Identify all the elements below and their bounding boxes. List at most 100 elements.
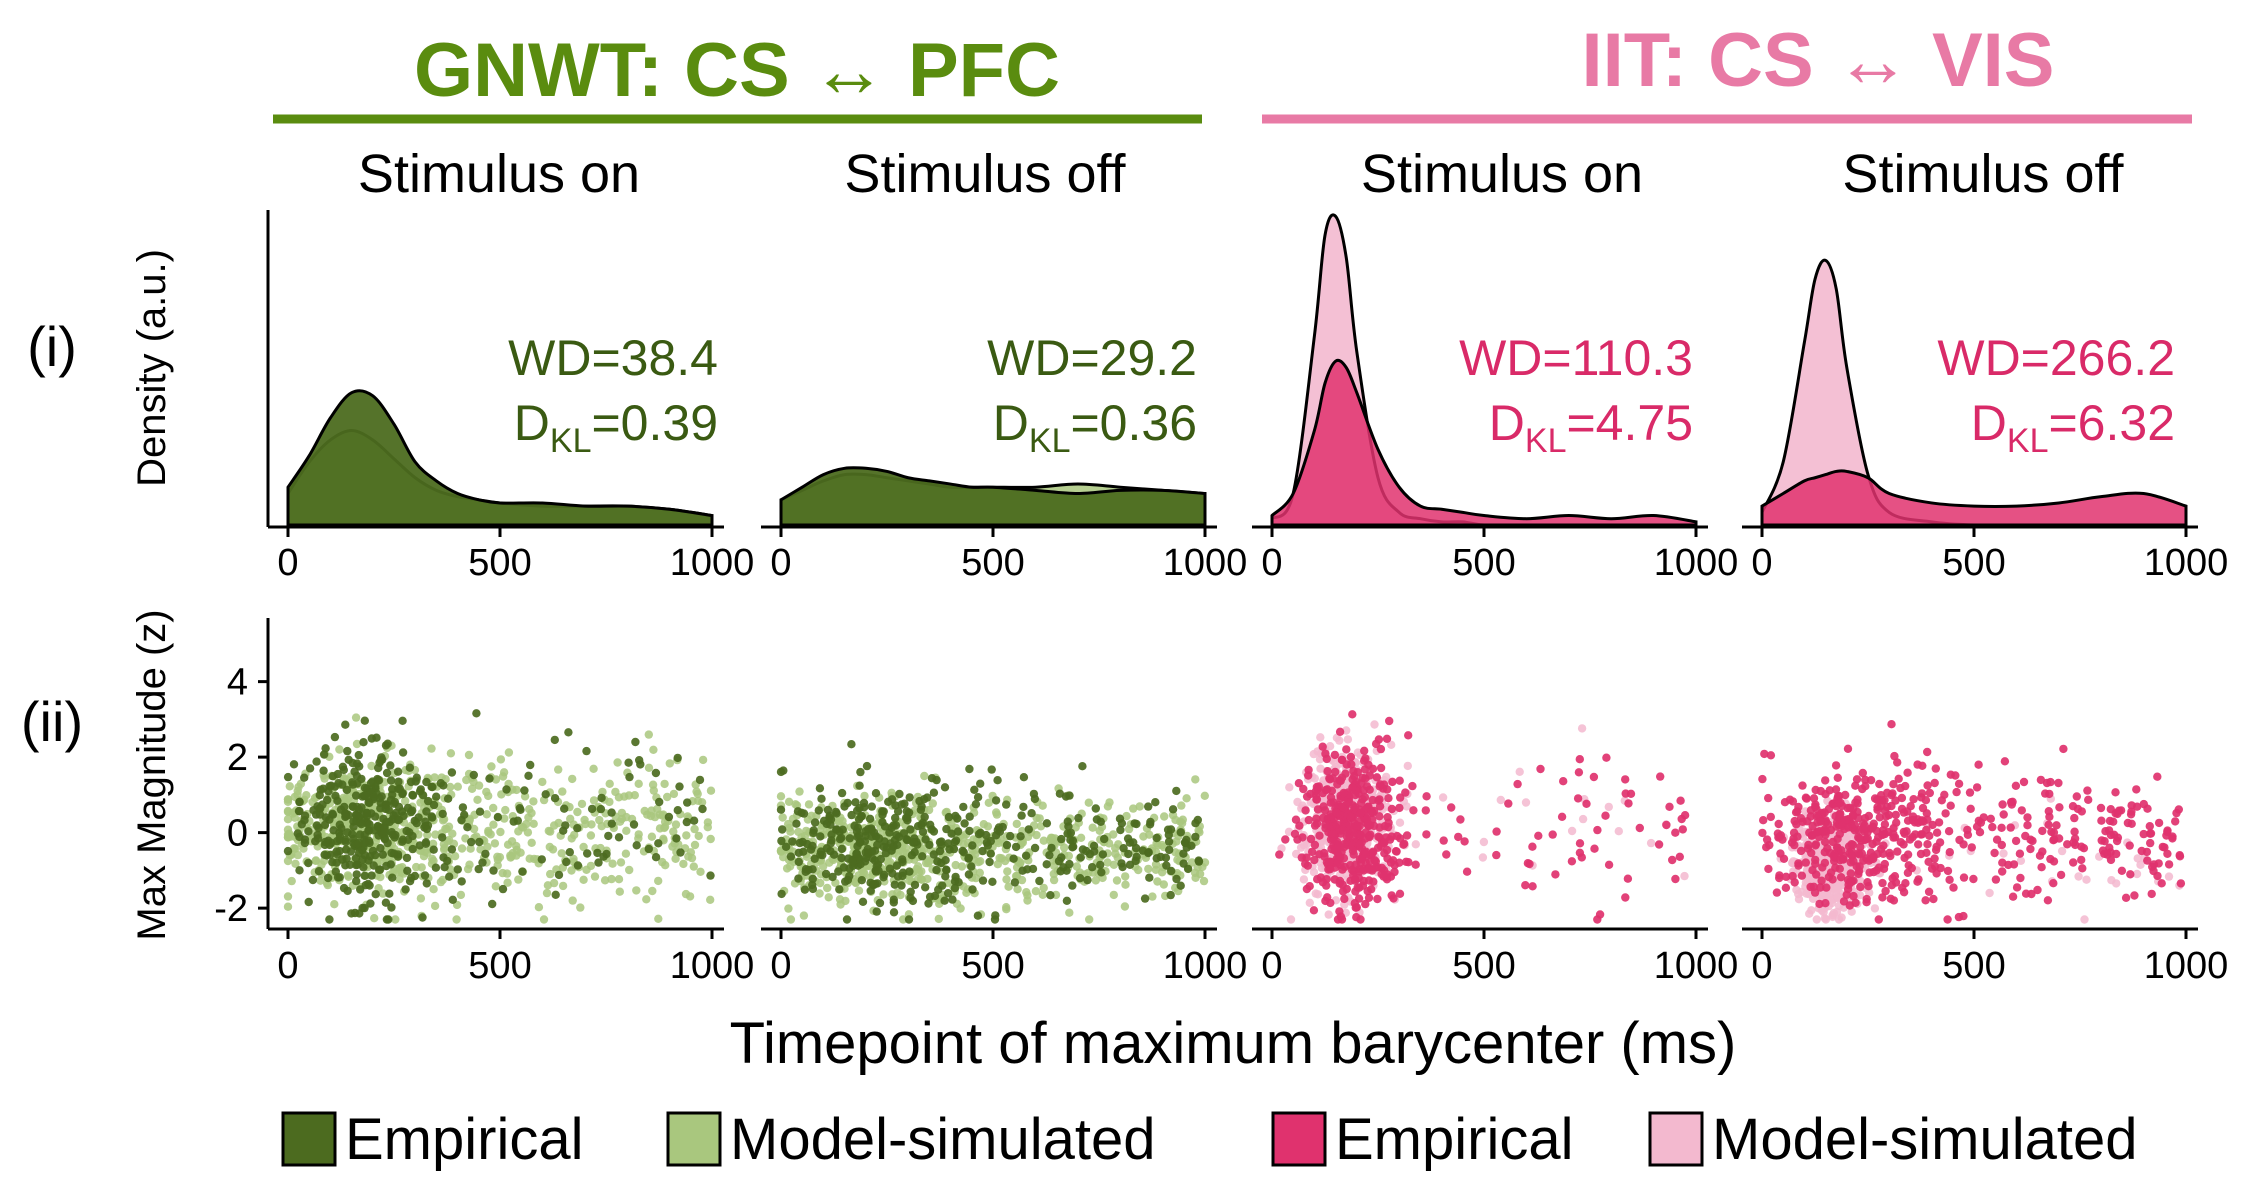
scatter-point-empirical: [1327, 857, 1336, 867]
scatter-point-model: [1313, 890, 1323, 899]
scatter-point-model: [1111, 849, 1120, 858]
scatter-point-model: [669, 827, 678, 836]
scatter-point-model: [804, 800, 814, 809]
scatter-point-empirical: [382, 915, 392, 924]
scatter-point-empirical: [1764, 793, 1773, 803]
scatter-point-empirical: [1124, 849, 1133, 859]
scatter-point-model: [1807, 906, 1816, 915]
scatter-point-empirical: [2132, 785, 2141, 794]
scatter-point-empirical: [573, 861, 583, 870]
scatter-point-model: [518, 823, 528, 832]
scatter-point-empirical: [1352, 913, 1361, 922]
scatter-point-empirical: [325, 815, 334, 824]
legend-label-iit-model: Model-simulated: [1712, 1107, 2138, 1172]
scatter-point-empirical: [1312, 795, 1321, 804]
scatter-point-model: [1112, 876, 1122, 885]
scatter-point-empirical: [604, 831, 613, 841]
scatter-point-model: [1353, 748, 1363, 757]
x-tick-label: 1000: [2144, 945, 2229, 987]
scatter-point-empirical: [295, 807, 304, 816]
scatter-point-empirical: [2077, 807, 2086, 816]
scatter-point-empirical: [841, 877, 850, 886]
scatter-point-empirical: [1339, 843, 1349, 852]
scatter-plots: [283, 709, 2186, 924]
scatter-point-model: [1309, 749, 1319, 759]
scatter-point-empirical: [561, 821, 570, 830]
scatter-point-empirical: [380, 824, 389, 833]
scatter-point-empirical: [438, 833, 447, 842]
scatter-point-empirical: [706, 871, 715, 880]
scatter-point-empirical: [906, 887, 915, 896]
scatter-point-empirical: [1878, 878, 1887, 888]
scatter-point-empirical: [808, 874, 817, 884]
scatter-point-empirical: [1913, 877, 1922, 886]
scatter-point-empirical: [2158, 842, 2167, 852]
scatter-point-empirical: [1369, 806, 1379, 816]
scatter-point-empirical: [1887, 720, 1896, 729]
scatter-point-empirical: [1144, 802, 1153, 811]
scatter-point-empirical: [596, 804, 606, 814]
scatter-point-empirical: [1065, 859, 1074, 869]
dkl-d: D: [514, 395, 550, 451]
scatter-point-model: [1172, 837, 1181, 846]
scatter-point-empirical: [334, 779, 343, 788]
scatter-point-model: [1999, 849, 2008, 858]
scatter-point-model: [1343, 735, 1353, 744]
scatter-point-empirical: [403, 835, 413, 844]
scatter-point-model: [550, 821, 559, 830]
scatter-point-empirical: [1447, 803, 1456, 812]
scatter-point-model: [283, 856, 293, 866]
scatter-point-empirical: [654, 839, 663, 848]
scatter-point-empirical: [1357, 854, 1367, 864]
scatter-point-empirical: [1504, 799, 1513, 808]
scatter-point-empirical: [382, 768, 392, 778]
scatter-point-empirical: [2069, 838, 2078, 847]
scatter-point-empirical: [1944, 827, 1954, 836]
scatter-point-model: [490, 839, 500, 848]
scatter-point-empirical: [457, 815, 466, 825]
scatter-point-empirical: [283, 772, 293, 782]
scatter-point-empirical: [860, 803, 869, 812]
scatter-point-empirical: [2077, 842, 2086, 851]
scatter-point-empirical: [295, 866, 304, 875]
scatter-point-empirical: [1865, 868, 1874, 877]
scatter-point-empirical: [2049, 879, 2058, 888]
scatter-point-empirical: [394, 777, 403, 786]
scatter-point-empirical: [1864, 811, 1874, 821]
scatter-point-model: [427, 744, 436, 753]
scatter-point-empirical: [868, 854, 877, 863]
scatter-point-empirical: [386, 776, 396, 785]
scatter-point-model: [1315, 755, 1325, 764]
scatter-point-empirical: [295, 797, 304, 806]
scatter-point-empirical: [1176, 828, 1186, 837]
scatter-point-empirical: [421, 817, 430, 826]
scatter-point-empirical: [1331, 767, 1340, 777]
scatter-point-empirical: [1335, 879, 1344, 888]
scatter-point-empirical: [2078, 864, 2087, 873]
scatter-point-empirical: [1404, 858, 1413, 867]
scatter-point-empirical: [867, 802, 876, 811]
scatter-point-model: [1039, 883, 1048, 893]
scatter-point-empirical: [2000, 757, 2010, 766]
scatter-point-empirical: [1903, 816, 1913, 825]
density-empirical: [286, 389, 714, 527]
scatter-point-empirical: [2175, 852, 2185, 861]
scatter-point-model: [794, 827, 803, 837]
scatter-point-empirical: [1775, 873, 1784, 883]
dkl-subscript: KL: [1029, 422, 1071, 460]
scatter-point-model: [975, 868, 984, 877]
scatter-point-empirical: [967, 862, 976, 871]
scatter-point-empirical: [1870, 794, 1880, 803]
scatter-point-model: [825, 858, 834, 867]
scatter-point-empirical: [2111, 788, 2120, 797]
scatter-point-model: [395, 875, 404, 884]
scatter-point-empirical: [2125, 841, 2134, 850]
scatter-point-empirical: [1348, 710, 1357, 719]
legend-swatch-iit-empirical: [1271, 1111, 1327, 1167]
scatter-point-empirical: [890, 880, 899, 889]
scatter-point-empirical: [350, 767, 359, 776]
scatter-point-empirical: [1310, 840, 1320, 850]
scatter-point-empirical: [1349, 871, 1358, 880]
scatter-point-empirical: [986, 849, 995, 858]
scatter-point-empirical: [1548, 830, 1557, 839]
